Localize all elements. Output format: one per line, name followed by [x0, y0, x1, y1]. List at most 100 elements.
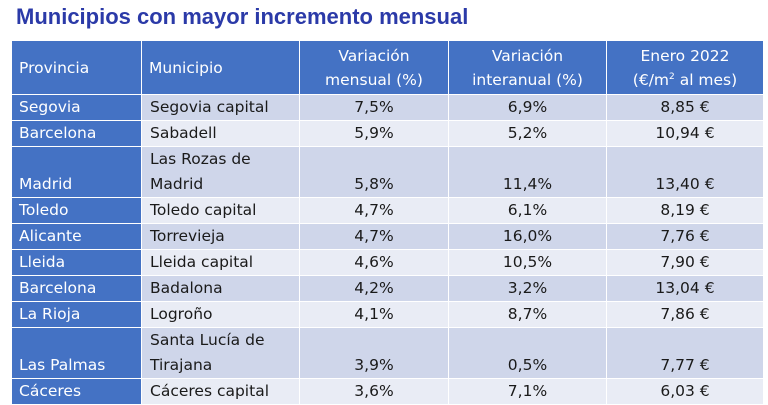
- cell-variacion-mensual-value: 3,9%: [354, 356, 394, 374]
- municipio-text-line2: Tirajana: [150, 356, 213, 374]
- cell-municipio: Badalona: [141, 275, 300, 302]
- cell-provincia: Madrid: [11, 146, 142, 198]
- provincia-text: Segovia: [19, 98, 81, 116]
- cell-variacion-mensual-value: 5,8%: [354, 175, 394, 193]
- cell-provincia: Barcelona: [11, 275, 142, 302]
- municipio-text: Torrevieja: [150, 227, 225, 245]
- cell-enero-2022: 7,86 €: [606, 301, 764, 328]
- header-variacion-interanual[interactable]: Variación interanual (%): [448, 40, 607, 95]
- cell-variacion-mensual-value: 4,1%: [354, 305, 394, 323]
- cell-variacion-mensual: 3,6%: [299, 378, 449, 405]
- header-enero-unit-a: (€/m: [632, 70, 670, 89]
- cell-variacion-interanual-value: 8,7%: [507, 305, 548, 323]
- cell-variacion-mensual-value: 4,2%: [354, 279, 394, 297]
- cell-enero-2022: 7,90 €: [606, 249, 764, 276]
- cell-variacion-interanual: 6,1%: [448, 197, 607, 224]
- table-row: Las Palmas Santa Lucía de Tirajana 3,9% 0,5%…: [11, 327, 764, 379]
- cell-enero-2022-value: 13,40 €: [655, 175, 715, 193]
- cell-variacion-interanual-value: 6,9%: [507, 98, 548, 116]
- cell-enero-2022: 10,94 €: [606, 120, 764, 147]
- cell-variacion-interanual-value: 7,1%: [507, 382, 548, 400]
- cell-municipio: Toledo capital: [141, 197, 300, 224]
- provincia-text: Barcelona: [19, 279, 97, 297]
- municipio-text: Badalona: [150, 279, 223, 297]
- table-row: Madrid Las Rozas de Madrid 5,8% 11,4% 13,40 €: [11, 146, 764, 198]
- cell-enero-2022-value: 6,03 €: [660, 382, 710, 400]
- header-enero-unit-sup: 2: [669, 71, 675, 82]
- cell-variacion-interanual: 5,2%: [448, 120, 607, 147]
- cell-variacion-interanual-value: 10,5%: [502, 253, 553, 271]
- municipio-text: Cáceres capital: [150, 382, 269, 400]
- header-variacion-mensual-line2: mensual (%): [325, 70, 423, 89]
- cell-municipio: Logroño: [141, 301, 300, 328]
- cell-provincia: Barcelona: [11, 120, 142, 147]
- header-row: Provincia Municipio Variación mensual (%…: [11, 40, 764, 95]
- cell-municipio: Santa Lucía de Tirajana: [141, 327, 300, 379]
- cell-municipio: Cáceres capital: [141, 378, 300, 405]
- municipio-text: Sabadell: [150, 124, 217, 142]
- cell-enero-2022: 8,85 €: [606, 94, 764, 121]
- cell-variacion-interanual: 10,5%: [448, 249, 607, 276]
- cell-variacion-mensual-value: 3,6%: [354, 382, 394, 400]
- cell-enero-2022-value: 7,77 €: [660, 356, 710, 374]
- cell-provincia: La Rioja: [11, 301, 142, 328]
- header-variacion-interanual-line1: Variación: [491, 46, 564, 65]
- table-row: Segovia Segovia capital 7,5% 6,9% 8,85 €: [11, 94, 764, 121]
- table-row: Alicante Torrevieja 4,7% 16,0% 7,76 €: [11, 223, 764, 250]
- cell-enero-2022: 8,19 €: [606, 197, 764, 224]
- cell-variacion-mensual: 4,2%: [299, 275, 449, 302]
- header-enero-line1: Enero 2022: [640, 46, 730, 65]
- cell-enero-2022-value: 7,90 €: [660, 253, 710, 271]
- cell-enero-2022-value: 8,85 €: [660, 98, 710, 116]
- provincia-text: Cáceres: [19, 382, 82, 400]
- table-row: La Rioja Logroño 4,1% 8,7% 7,86 €: [11, 301, 764, 328]
- municipio-text: Las Rozas de: [150, 150, 251, 168]
- cell-enero-2022-value: 10,94 €: [655, 124, 715, 142]
- table-row: Toledo Toledo capital 4,7% 6,1% 8,19 €: [11, 197, 764, 224]
- cell-enero-2022-value: 13,04 €: [655, 279, 715, 297]
- cell-enero-2022: 7,76 €: [606, 223, 764, 250]
- header-enero-2022[interactable]: Enero 2022 (€/m2 al mes): [606, 40, 764, 95]
- header-variacion-mensual[interactable]: Variación mensual (%): [299, 40, 449, 95]
- header-variacion-mensual-line1: Variación: [338, 46, 410, 65]
- cell-variacion-mensual: 4,7%: [299, 197, 449, 224]
- cell-municipio: Segovia capital: [141, 94, 300, 121]
- header-municipio[interactable]: Municipio: [141, 40, 300, 95]
- provincia-text: Barcelona: [19, 124, 97, 142]
- cell-variacion-mensual-value: 4,6%: [354, 253, 394, 271]
- municipio-text: Santa Lucía de: [150, 331, 265, 349]
- municipio-text: Lleida capital: [150, 253, 254, 271]
- cell-provincia: Cáceres: [11, 378, 142, 405]
- table-body: Segovia Segovia capital 7,5% 6,9% 8,85 € Barc…: [11, 94, 764, 405]
- header-enero-unit-b: al mes): [674, 70, 738, 89]
- cell-variacion-mensual-value: 4,7%: [354, 227, 394, 245]
- municipio-text: Logroño: [150, 305, 213, 323]
- cell-variacion-interanual: 8,7%: [448, 301, 607, 328]
- cell-variacion-interanual: 6,9%: [448, 94, 607, 121]
- cell-variacion-interanual-value: 6,1%: [507, 201, 548, 219]
- cell-variacion-mensual: 4,7%: [299, 223, 449, 250]
- cell-variacion-mensual: 7,5%: [299, 94, 449, 121]
- cell-variacion-interanual-value: 3,2%: [507, 279, 548, 297]
- table-row: Barcelona Sabadell 5,9% 5,2% 10,94 €: [11, 120, 764, 147]
- provincia-text: Lleida: [19, 253, 66, 271]
- cell-enero-2022: 6,03 €: [606, 378, 764, 405]
- provincia-text: Madrid: [19, 175, 73, 193]
- cell-variacion-interanual-value: 0,5%: [507, 356, 548, 374]
- cell-provincia: Toledo: [11, 197, 142, 224]
- table-row: Barcelona Badalona 4,2% 3,2% 13,04 €: [11, 275, 764, 302]
- data-table: Provincia Municipio Variación mensual (%…: [11, 40, 764, 405]
- cell-variacion-interanual-value: 16,0%: [502, 227, 553, 245]
- cell-municipio: Torrevieja: [141, 223, 300, 250]
- provincia-text: La Rioja: [19, 305, 81, 323]
- cell-municipio: Sabadell: [141, 120, 300, 147]
- cell-enero-2022-value: 7,86 €: [660, 305, 710, 323]
- header-provincia[interactable]: Provincia: [11, 40, 142, 95]
- municipio-text: Toledo capital: [150, 201, 257, 219]
- cell-variacion-mensual-value: 5,9%: [354, 124, 394, 142]
- cell-variacion-interanual: 3,2%: [448, 275, 607, 302]
- cell-variacion-interanual: 0,5%: [448, 327, 607, 379]
- cell-variacion-mensual: 4,6%: [299, 249, 449, 276]
- cell-municipio: Lleida capital: [141, 249, 300, 276]
- municipio-text-line2: Madrid: [150, 175, 204, 193]
